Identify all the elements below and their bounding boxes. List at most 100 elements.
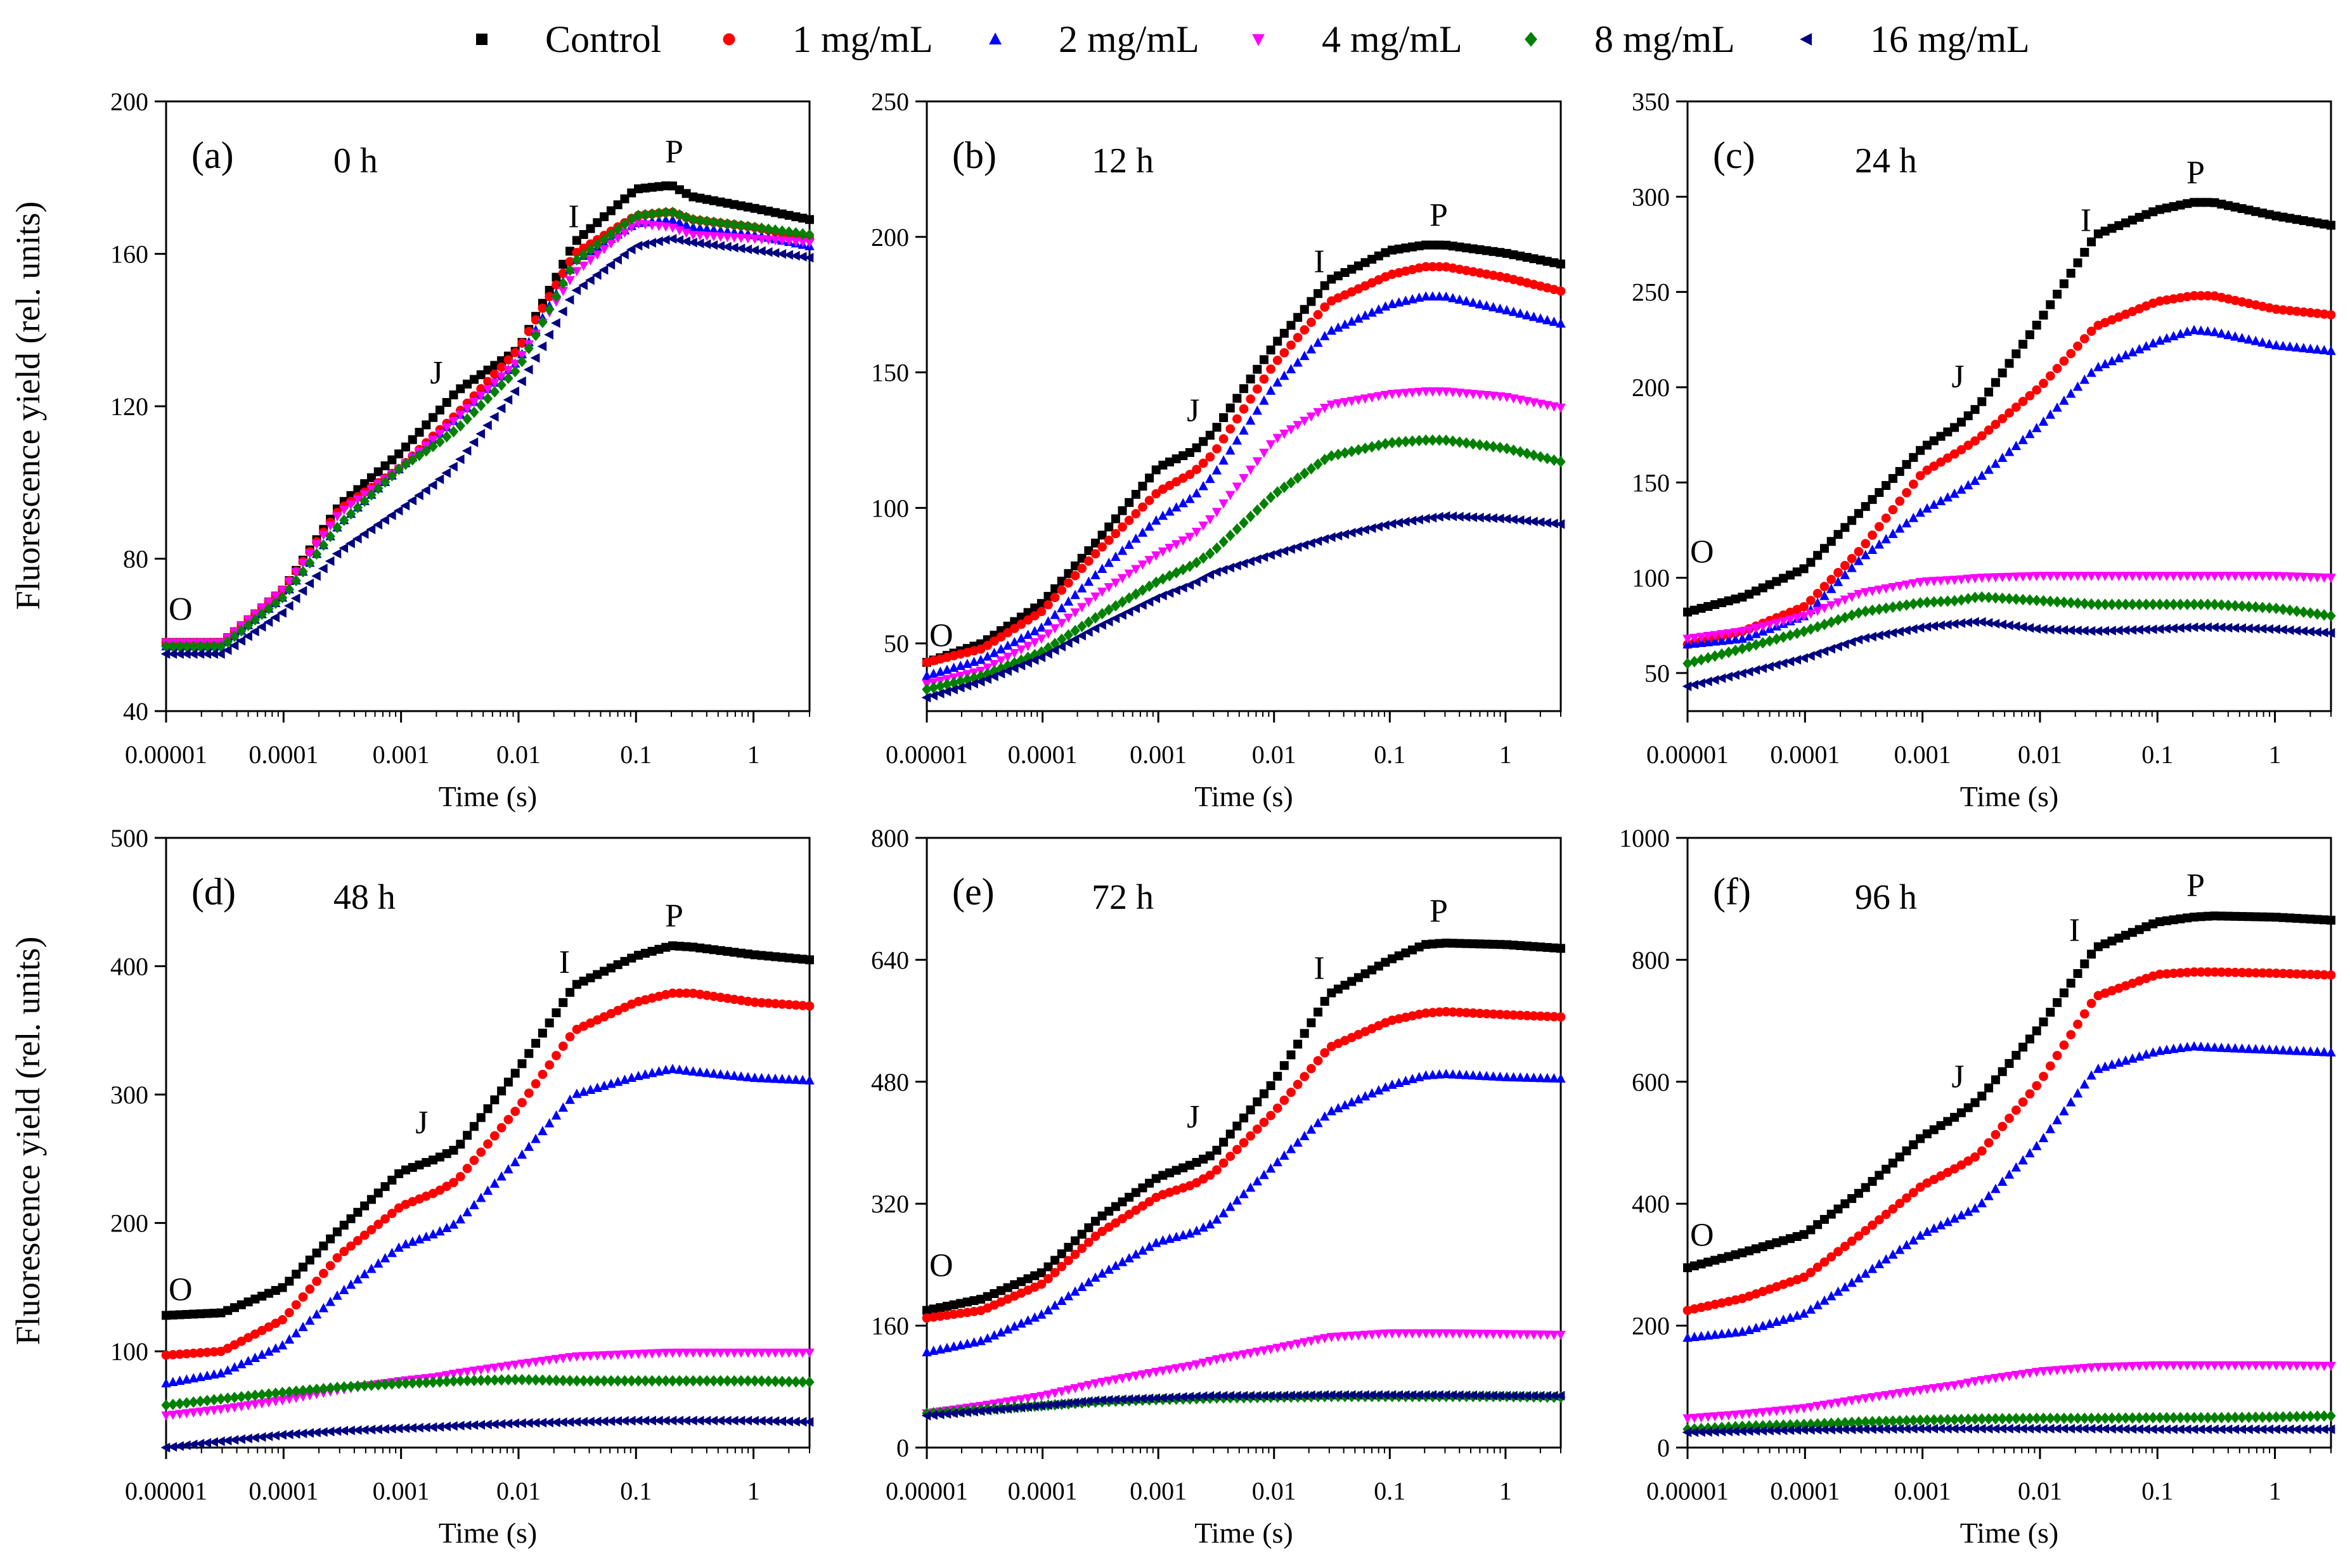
data-point [1535, 1011, 1546, 1021]
data-point [2086, 326, 2096, 337]
data-point [2243, 1411, 2254, 1423]
data-point [1495, 1071, 1505, 1081]
data-point [407, 1423, 417, 1433]
data-point [2237, 600, 2247, 612]
data-point [510, 365, 520, 378]
data-point [2320, 915, 2329, 925]
x-tick-label: 0.01 [496, 1477, 541, 1505]
data-point [476, 1113, 486, 1122]
data-point [1205, 452, 1215, 462]
data-point [722, 218, 733, 230]
data-point [2134, 1424, 2143, 1434]
data-point [2024, 1423, 2034, 1434]
data-point [462, 404, 472, 414]
data-point [1441, 1006, 1451, 1017]
series-control [1683, 911, 2335, 1273]
data-point [1117, 1374, 1128, 1384]
data-point [1881, 534, 1891, 544]
data-point [2271, 1044, 2282, 1055]
data-point [1991, 1183, 2001, 1193]
data-point [264, 1346, 274, 1356]
data-point [770, 1348, 780, 1358]
data-point [1833, 1398, 1843, 1408]
data-point [1251, 554, 1262, 565]
data-point [2285, 305, 2295, 316]
data-point [181, 640, 192, 652]
data-point [1097, 588, 1107, 597]
data-point [1205, 430, 1215, 440]
data-point [749, 235, 760, 244]
data-point [1151, 551, 1161, 561]
data-point [1984, 1375, 1994, 1385]
data-point [476, 370, 486, 380]
data-point [702, 1348, 712, 1358]
data-point [558, 286, 568, 297]
data-point [429, 413, 438, 422]
data-point [1847, 1237, 1857, 1246]
data-point [524, 1358, 534, 1368]
data-point [1812, 648, 1822, 659]
data-point [2079, 1364, 2089, 1373]
data-point [2325, 1424, 2335, 1434]
data-point [2134, 598, 2145, 610]
data-point [503, 372, 513, 384]
data-point [1710, 650, 1720, 662]
data-point [1703, 1413, 1714, 1422]
data-point [1239, 1350, 1249, 1360]
data-point [736, 996, 746, 1005]
data-point [2025, 1412, 2035, 1425]
data-point [202, 1394, 212, 1406]
data-point [797, 1376, 808, 1388]
data-point [606, 239, 616, 249]
data-point [2237, 1424, 2246, 1434]
data-point [1744, 626, 1754, 635]
data-point [1682, 1332, 1693, 1342]
data-point [1710, 1329, 1720, 1339]
data-point [1798, 1404, 1809, 1414]
data-point [1936, 457, 1946, 467]
data-point [983, 1292, 992, 1301]
data-point [510, 386, 519, 397]
data-point [996, 656, 1006, 666]
data-point [1063, 596, 1074, 606]
data-point [1854, 607, 1864, 619]
panel-tag: (f) [1713, 871, 1751, 913]
data-point [1245, 1349, 1256, 1359]
data-point [1218, 455, 1229, 465]
data-point [2196, 1361, 2206, 1371]
data-point [1137, 600, 1147, 610]
data-point [373, 467, 383, 477]
data-point [339, 1221, 349, 1230]
data-point [1861, 605, 1871, 617]
data-point [1292, 1391, 1302, 1401]
data-point [1393, 389, 1404, 399]
data-point [2032, 1026, 2041, 1036]
data-point [1178, 451, 1188, 460]
data-point [1056, 1399, 1066, 1409]
data-point [2052, 1412, 2062, 1424]
data-point [1225, 424, 1236, 434]
data-point [1942, 1167, 1953, 1178]
data-point [277, 591, 288, 604]
data-point [1131, 1249, 1141, 1259]
data-point [723, 198, 732, 208]
y-tick-label: 200 [110, 87, 148, 116]
data-point [1751, 629, 1761, 638]
data-point [2189, 1041, 2199, 1051]
data-point [2244, 968, 2254, 978]
data-point [1218, 434, 1229, 444]
data-point [1710, 1256, 1720, 1265]
data-point [298, 1385, 308, 1397]
data-point [742, 1415, 752, 1426]
data-point [1915, 1385, 1925, 1396]
data-point [640, 183, 650, 193]
data-point [209, 1308, 219, 1318]
x-tick-label: 0.1 [1374, 740, 1405, 769]
data-point [1949, 619, 1959, 629]
data-point [1326, 400, 1336, 410]
data-point [1468, 390, 1478, 399]
data-point [332, 522, 342, 534]
data-point [1394, 951, 1404, 961]
data-point [1137, 1245, 1148, 1255]
